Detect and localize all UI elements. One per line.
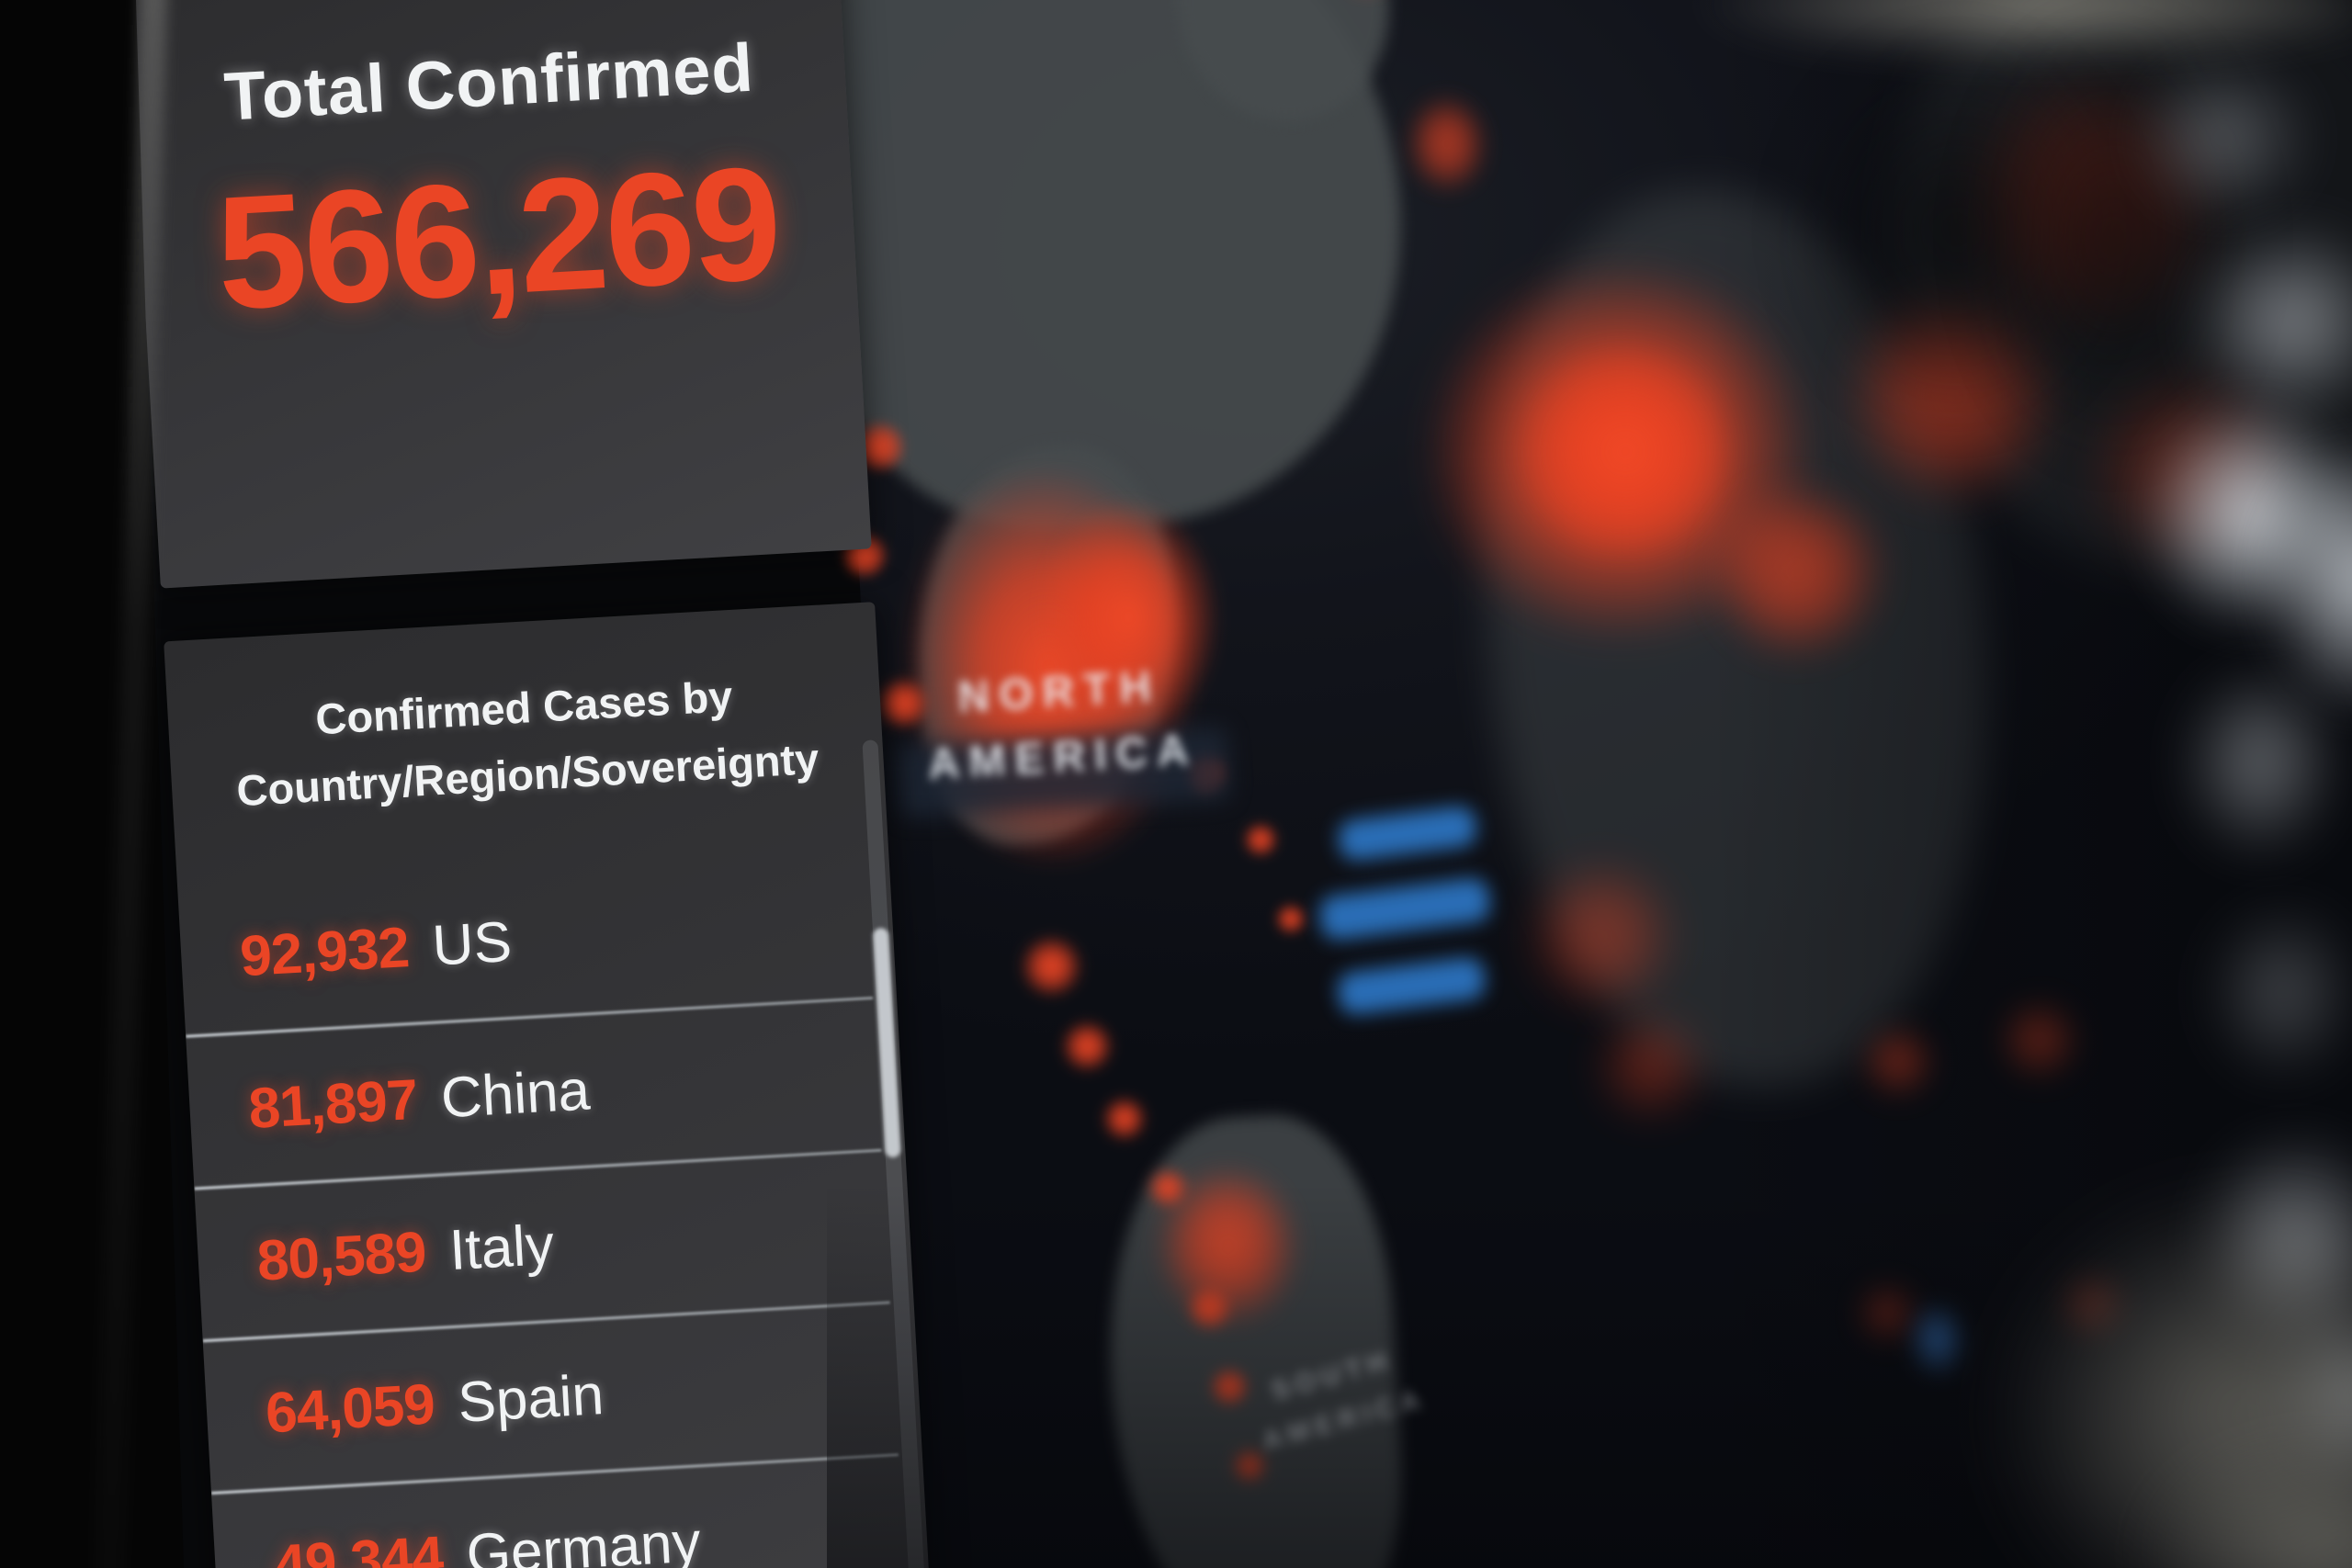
map-label-north: NORTH	[956, 662, 1162, 723]
country-row-label: China	[439, 1058, 592, 1131]
total-confirmed-value: 566,269	[211, 133, 784, 344]
world-map[interactable]: NORTH AMERICA SOUTH AMERICA	[794, 0, 2352, 1568]
dot-top-2	[1403, 91, 1492, 197]
dot-caribbean	[1272, 901, 1308, 937]
dot-atlantic-2	[1240, 820, 1281, 860]
dot-mexico-1	[1017, 932, 1086, 1000]
country-list-title: Confirmed Cases by Country/Region/Sovere…	[166, 655, 885, 829]
dot-mexico-2	[1058, 1018, 1115, 1075]
country-row-label: Italy	[447, 1213, 556, 1282]
country-row-value: 81,897	[246, 1067, 419, 1141]
blue-text-dash-3	[1335, 955, 1487, 1017]
country-row-label: Spain	[456, 1362, 605, 1435]
map-label-north-america: NORTH AMERICA	[901, 659, 1220, 792]
country-row-value: 92,932	[238, 915, 411, 988]
country-row-value: 49,344	[272, 1524, 445, 1568]
total-confirmed-title: Total Confirmed	[221, 28, 756, 135]
dot-far-2	[1996, 996, 2085, 1084]
country-rows: 92,932 US 81,897 China 80,589 Italy	[177, 845, 931, 1568]
country-row-value: 80,589	[255, 1220, 428, 1293]
country-row-label: Germany	[464, 1510, 703, 1568]
blue-text-dash-2	[1317, 876, 1492, 942]
blue-dot-south	[1903, 1296, 1973, 1383]
country-row-value: 64,059	[264, 1372, 436, 1446]
country-list-panel: Confirmed Cases by Country/Region/Sovere…	[164, 602, 944, 1568]
dot-far-4	[2057, 1269, 2130, 1342]
country-row-label: US	[430, 909, 514, 978]
stats-column: Total Confirmed 566,269 Confirmed Cases …	[126, 0, 944, 1568]
blue-text-dash-1	[1336, 804, 1479, 863]
total-confirmed-panel: Total Confirmed 566,269	[126, 0, 872, 589]
dot-central-america-1	[1100, 1094, 1149, 1144]
